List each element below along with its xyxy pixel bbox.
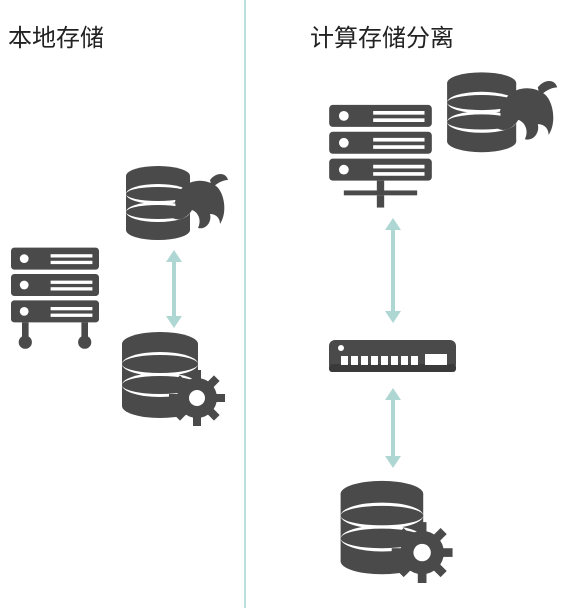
database-gear-icon [115, 330, 230, 430]
bidirectional-arrow-icon [166, 250, 182, 328]
network-switch-icon [325, 332, 460, 382]
left-title: 本地存储 [8, 18, 104, 53]
right-title: 计算存储分离 [310, 18, 454, 53]
vertical-divider [244, 0, 246, 608]
database-gear-icon [333, 478, 458, 588]
server-rack-icon [0, 241, 110, 351]
bidirectional-arrow-icon [385, 218, 401, 323]
bidirectional-arrow-icon [385, 388, 401, 468]
server-rack-icon [318, 100, 443, 210]
database-dolphin-icon [440, 68, 560, 163]
diagram-canvas: 本地存储 计算存储分离 [0, 0, 566, 608]
database-dolphin-icon [120, 162, 230, 250]
